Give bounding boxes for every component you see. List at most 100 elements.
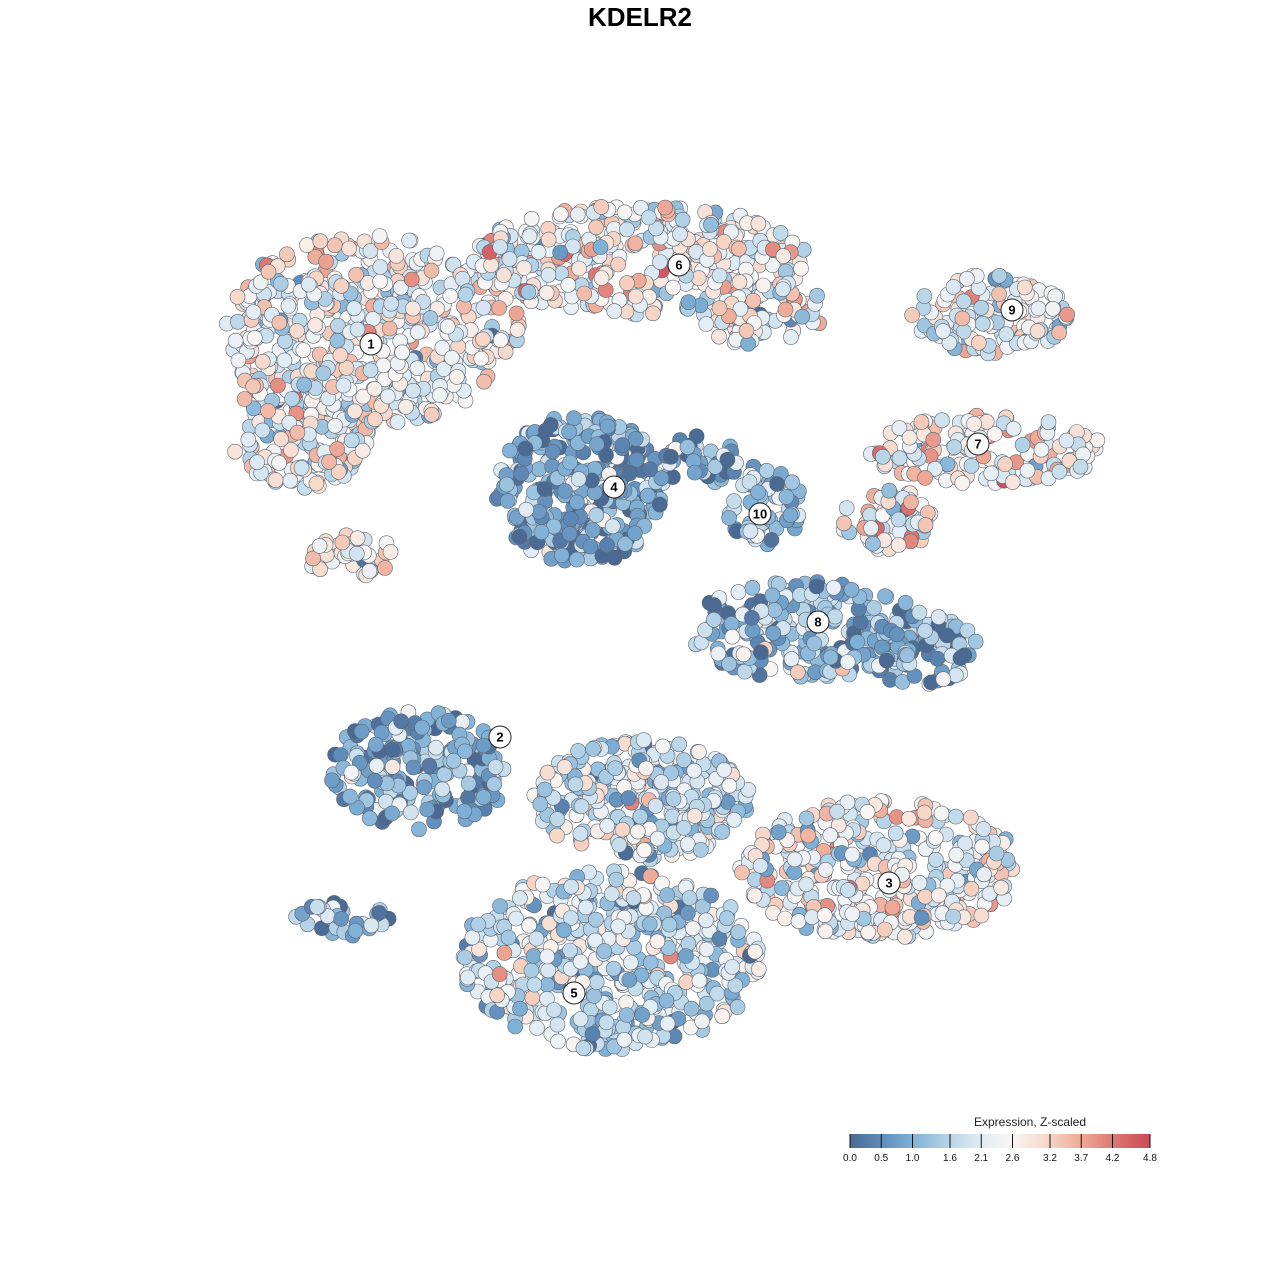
- cell-point: [1058, 432, 1075, 449]
- cell-point: [343, 764, 360, 781]
- cell-point: [563, 878, 580, 895]
- cell-point: [648, 220, 664, 237]
- colorbar-tick-label: 3.7: [1074, 1153, 1088, 1164]
- cell-point: [1019, 462, 1036, 479]
- cell-point: [299, 237, 315, 253]
- cell-point: [1040, 414, 1057, 431]
- cell-point: [736, 663, 753, 680]
- cell-point: [260, 263, 277, 280]
- cell-point: [688, 428, 705, 445]
- cluster-label-3: 3: [877, 871, 901, 895]
- cell-point: [419, 801, 436, 818]
- cell-point: [698, 912, 714, 929]
- cell-point: [486, 776, 503, 793]
- cell-point: [270, 377, 286, 394]
- cell-point: [538, 422, 554, 439]
- cell-point: [876, 921, 893, 938]
- cell-point: [555, 922, 572, 939]
- cell-point: [983, 465, 1000, 482]
- cell-point: [346, 403, 363, 420]
- cell-point: [538, 284, 555, 301]
- cell-point: [421, 757, 438, 774]
- cell-point: [377, 560, 393, 576]
- cluster-label-text: 2: [496, 730, 503, 745]
- cell-point: [442, 288, 459, 304]
- cell-point: [714, 1008, 731, 1025]
- cell-point: [991, 286, 1007, 302]
- cell-point: [740, 335, 757, 352]
- cell-point: [596, 943, 613, 959]
- cell-point: [642, 954, 659, 971]
- cell-point: [372, 273, 388, 290]
- cell-point: [475, 789, 492, 806]
- colorbar-tick-label: 0.0: [843, 1153, 857, 1164]
- cell-point: [777, 910, 793, 927]
- cell-point: [627, 235, 644, 252]
- cell-point: [525, 948, 542, 964]
- cell-point: [361, 563, 378, 579]
- cell-point: [414, 719, 430, 736]
- cell-point: [332, 347, 349, 364]
- cell-point: [614, 821, 631, 838]
- colorbar-tick-label: 0.5: [874, 1153, 888, 1164]
- cell-point: [817, 861, 834, 878]
- cluster-label-text: 5: [570, 986, 577, 1001]
- cell-point: [434, 339, 451, 356]
- cell-point: [903, 494, 919, 511]
- colorbar-tick-label: 1.6: [943, 1153, 957, 1164]
- cell-point: [471, 941, 487, 958]
- cell-point: [240, 431, 257, 448]
- cell-point: [719, 910, 735, 927]
- cell-point: [716, 762, 732, 778]
- cell-point: [521, 228, 538, 244]
- cell-point: [769, 476, 785, 492]
- cell-point: [774, 281, 791, 298]
- cell-point: [549, 1016, 566, 1033]
- colorbar-tick-label: 2.1: [974, 1153, 988, 1164]
- cell-point: [603, 886, 620, 902]
- cell-point: [507, 1018, 524, 1035]
- cell-point: [487, 759, 504, 775]
- cell-point: [947, 808, 964, 825]
- cell-point: [732, 301, 749, 317]
- cell-point: [789, 664, 806, 681]
- cell-point: [498, 476, 515, 493]
- cell-point: [617, 535, 634, 552]
- cell-point: [405, 382, 421, 399]
- cell-point: [499, 493, 516, 509]
- cell-point: [745, 292, 762, 309]
- cell-point: [640, 209, 657, 226]
- cell-point: [508, 910, 524, 927]
- cell-point: [405, 759, 422, 776]
- cell-point: [584, 522, 601, 538]
- cell-point: [917, 517, 934, 533]
- cell-point: [619, 221, 635, 238]
- cell-point: [440, 712, 457, 729]
- cell-point: [738, 322, 755, 339]
- cell-point: [333, 911, 350, 927]
- cell-point: [512, 890, 528, 906]
- cell-point: [393, 713, 410, 730]
- cell-point: [460, 775, 477, 792]
- cell-point: [641, 916, 658, 932]
- cell-point: [627, 431, 644, 447]
- cell-point: [897, 594, 914, 611]
- cell-point: [534, 876, 551, 893]
- cell-point: [734, 864, 750, 881]
- cell-point: [663, 448, 679, 465]
- cell-point: [740, 781, 757, 798]
- cell-point: [1059, 306, 1075, 323]
- cell-point: [711, 267, 728, 284]
- cell-point: [509, 321, 526, 338]
- cell-point: [598, 1014, 615, 1031]
- cell-point: [284, 391, 300, 407]
- cell-point: [260, 403, 276, 419]
- cell-point: [891, 420, 908, 436]
- cell-point: [533, 524, 550, 540]
- cell-point: [680, 905, 696, 921]
- cell-point: [622, 954, 639, 971]
- cell-point: [599, 418, 616, 435]
- cell-point: [379, 388, 396, 405]
- cell-point: [730, 241, 747, 257]
- cell-point: [553, 547, 570, 564]
